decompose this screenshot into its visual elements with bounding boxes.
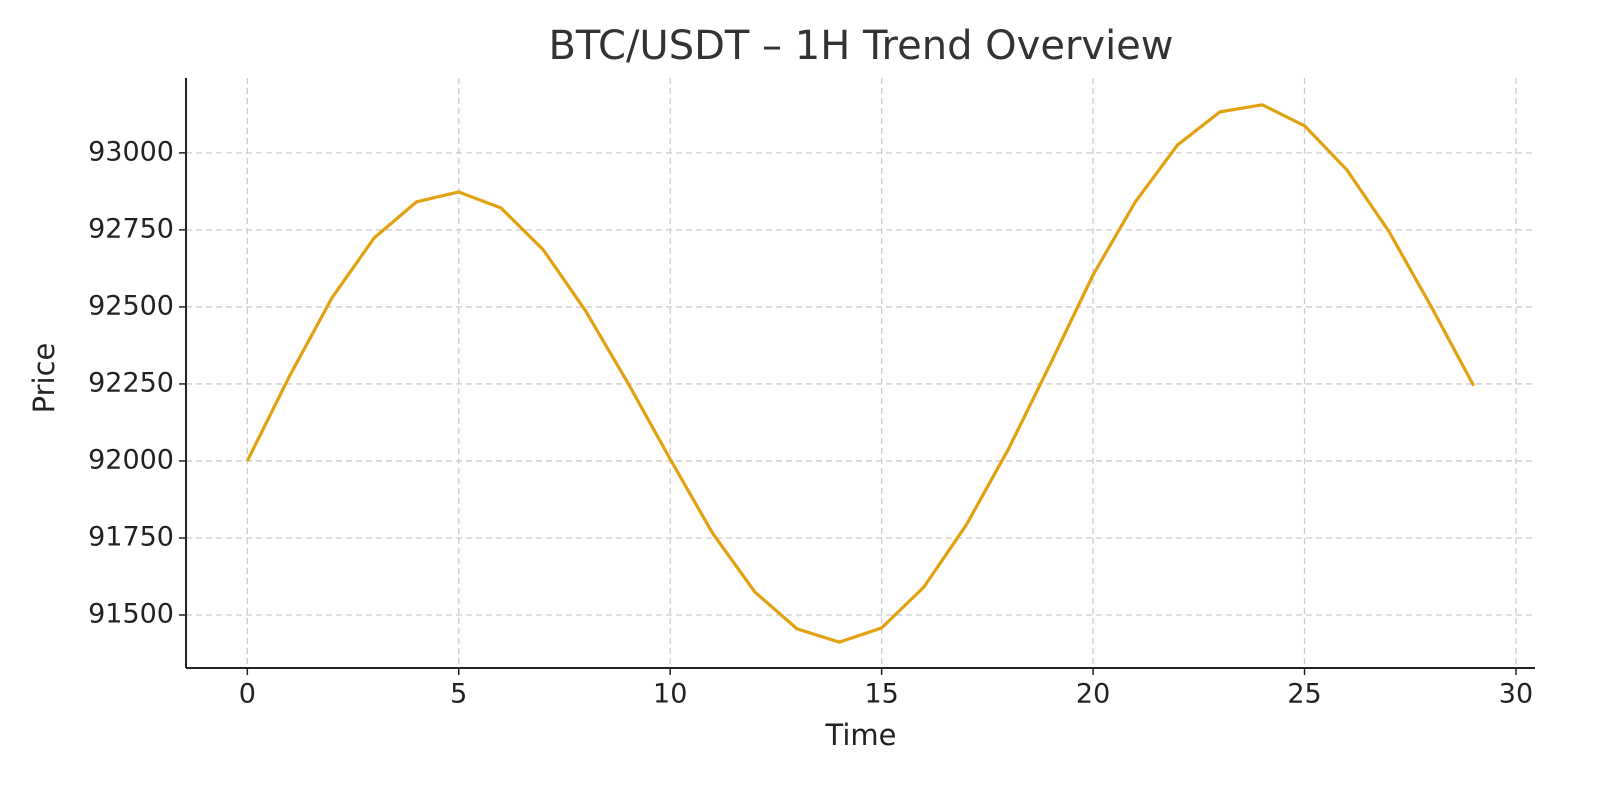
- y-tick-label: 92250: [88, 367, 174, 398]
- y-tick-label: 91500: [88, 599, 174, 630]
- x-tick-label: 30: [1499, 679, 1533, 710]
- y-tick-label: 92000: [88, 444, 174, 475]
- y-axis-label: Price: [27, 343, 61, 414]
- x-tick-label: 0: [239, 679, 256, 710]
- y-tick-label: 92750: [88, 213, 174, 244]
- x-tick-label: 20: [1076, 679, 1110, 710]
- x-tick-label: 10: [653, 679, 687, 710]
- y-tick-label: 91750: [88, 521, 174, 552]
- x-tick-label: 15: [864, 679, 898, 710]
- x-tick-label: 5: [450, 679, 467, 710]
- y-tick-label: 92500: [88, 290, 174, 321]
- line: [245, 103, 1476, 644]
- y-tick-label: 93000: [88, 136, 174, 167]
- x-tick-label: 25: [1287, 679, 1321, 710]
- x-axis-label: Time: [825, 718, 897, 752]
- chart-title: BTC/USDT – 1H Trend Overview: [548, 23, 1173, 69]
